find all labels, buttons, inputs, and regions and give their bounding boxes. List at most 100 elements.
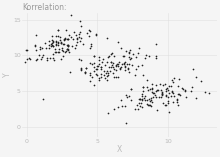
- Point: [62, 49, 65, 52]
- Point: [120, 63, 124, 65]
- Point: [51, 41, 55, 44]
- Point: [123, 55, 126, 57]
- Point: [166, 89, 170, 91]
- Point: [111, 71, 115, 74]
- Point: [65, 44, 68, 46]
- Point: [129, 87, 133, 90]
- Point: [53, 47, 56, 50]
- Point: [105, 74, 108, 77]
- Point: [72, 30, 75, 33]
- Point: [34, 33, 38, 36]
- Point: [99, 66, 103, 68]
- Point: [167, 85, 171, 87]
- Point: [90, 63, 94, 65]
- Point: [78, 19, 82, 22]
- Point: [199, 80, 203, 82]
- Point: [94, 32, 98, 35]
- Point: [149, 104, 152, 106]
- Point: [165, 104, 168, 106]
- Point: [84, 67, 87, 69]
- Point: [156, 89, 160, 91]
- Point: [123, 69, 126, 72]
- Point: [107, 54, 111, 57]
- Point: [175, 99, 178, 101]
- Point: [165, 94, 168, 96]
- Point: [105, 70, 108, 73]
- Point: [89, 45, 92, 48]
- Point: [128, 51, 131, 54]
- Point: [111, 65, 115, 68]
- Point: [105, 61, 109, 63]
- Point: [109, 60, 113, 63]
- Point: [138, 101, 141, 104]
- Point: [161, 84, 164, 87]
- Point: [151, 96, 154, 98]
- X-axis label: X: X: [117, 145, 122, 154]
- Point: [154, 90, 158, 93]
- Point: [110, 64, 114, 67]
- Point: [24, 49, 28, 52]
- Point: [45, 57, 49, 60]
- Point: [53, 51, 57, 54]
- Point: [191, 68, 195, 70]
- Point: [122, 63, 126, 65]
- Y-axis label: Y: Y: [3, 73, 12, 77]
- Point: [78, 31, 81, 33]
- Point: [141, 73, 144, 76]
- Point: [170, 85, 173, 87]
- Point: [95, 65, 99, 67]
- Point: [141, 86, 144, 88]
- Point: [119, 98, 123, 101]
- Point: [24, 61, 27, 63]
- Point: [112, 76, 116, 78]
- Point: [170, 91, 174, 93]
- Point: [96, 68, 99, 71]
- Point: [67, 48, 70, 50]
- Point: [62, 39, 65, 41]
- Point: [59, 42, 63, 45]
- Point: [95, 74, 98, 76]
- Point: [121, 105, 124, 108]
- Point: [163, 83, 167, 85]
- Point: [103, 76, 106, 79]
- Point: [50, 44, 54, 47]
- Point: [172, 77, 176, 79]
- Point: [124, 94, 127, 97]
- Point: [55, 43, 58, 45]
- Point: [66, 38, 70, 41]
- Point: [97, 63, 101, 66]
- Point: [92, 54, 95, 57]
- Point: [74, 34, 77, 36]
- Point: [99, 76, 103, 78]
- Point: [39, 48, 42, 50]
- Point: [103, 64, 107, 67]
- Point: [54, 40, 58, 43]
- Point: [125, 121, 128, 124]
- Point: [93, 65, 96, 68]
- Point: [117, 61, 121, 63]
- Point: [184, 96, 188, 98]
- Point: [69, 35, 73, 38]
- Point: [131, 52, 135, 55]
- Point: [65, 47, 68, 50]
- Point: [123, 61, 126, 63]
- Point: [171, 92, 175, 95]
- Point: [90, 76, 94, 78]
- Point: [140, 64, 144, 66]
- Point: [116, 62, 119, 65]
- Point: [135, 103, 139, 106]
- Point: [130, 99, 133, 102]
- Point: [164, 88, 168, 90]
- Point: [79, 69, 83, 71]
- Point: [42, 54, 45, 56]
- Point: [122, 62, 126, 64]
- Point: [163, 103, 166, 106]
- Text: Korrelation:: Korrelation:: [22, 3, 67, 12]
- Point: [118, 68, 122, 71]
- Point: [203, 90, 206, 93]
- Point: [161, 91, 164, 93]
- Point: [183, 89, 187, 91]
- Point: [92, 70, 95, 73]
- Point: [59, 40, 62, 43]
- Point: [158, 83, 161, 85]
